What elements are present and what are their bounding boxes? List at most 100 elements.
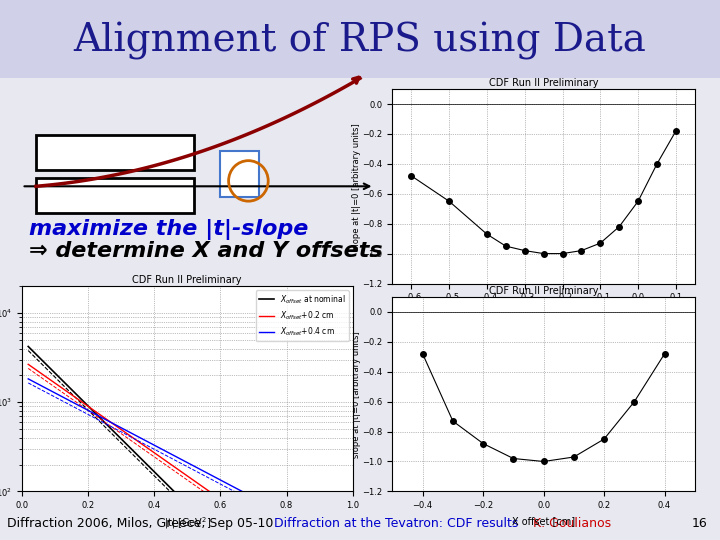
$X_{offset}$+0.4 cm xyxy=(143,438,152,445)
Line: $X_{offset}$+0.4 cm: $X_{offset}$+0.4 cm xyxy=(28,379,353,540)
$X_{offset}$+0.4 cm xyxy=(71,400,79,407)
$X_{offset}$ at nominal xyxy=(57,376,66,383)
$X_{offset}$+0.4 cm xyxy=(117,424,125,431)
$X_{offset}$+0.4 cm xyxy=(110,421,119,428)
$X_{offset}$+0.4 cm xyxy=(336,539,344,540)
$X_{offset}$+0.2 cm xyxy=(71,394,79,400)
$X_{offset}$+0.2 cm xyxy=(96,412,105,418)
FancyBboxPatch shape xyxy=(0,0,720,78)
$X_{offset}$+0.2 cm xyxy=(256,524,264,530)
$X_{offset}$ at nominal xyxy=(104,422,112,429)
$X_{offset}$+0.2 cm xyxy=(276,538,284,540)
$X_{offset}$+0.2 cm xyxy=(210,491,218,498)
$X_{offset}$+0.4 cm xyxy=(24,376,32,382)
X-axis label: X offset [cm]: X offset [cm] xyxy=(512,516,575,525)
$X_{offset}$+0.2 cm xyxy=(222,501,231,507)
$X_{offset}$+0.4 cm xyxy=(63,396,72,403)
$X_{offset}$+0.2 cm xyxy=(24,361,32,368)
$X_{offset}$+0.4 cm xyxy=(302,522,311,529)
$X_{offset}$+0.2 cm xyxy=(57,384,66,391)
$X_{offset}$+0.2 cm xyxy=(150,449,158,456)
$X_{offset}$ at nominal xyxy=(37,356,46,363)
$X_{offset}$+0.2 cm xyxy=(229,505,238,511)
$X_{offset}$+0.2 cm xyxy=(77,399,86,405)
$X_{offset}$ at nominal xyxy=(44,363,53,369)
$X_{offset}$ at nominal xyxy=(183,501,192,508)
$X_{offset}$ at nominal xyxy=(96,416,105,422)
$X_{offset}$+0.2 cm xyxy=(50,380,59,386)
$X_{offset}$+0.4 cm xyxy=(176,456,185,462)
$X_{offset}$+0.4 cm xyxy=(189,463,198,469)
$X_{offset}$ at nominal xyxy=(123,442,132,449)
$X_{offset}$+0.2 cm xyxy=(143,445,152,451)
$X_{offset}$+0.4 cm xyxy=(196,466,204,472)
Text: maximize the |t|-slope: maximize the |t|-slope xyxy=(29,219,308,240)
$X_{offset}$+0.4 cm xyxy=(222,480,231,487)
$X_{offset}$+0.4 cm xyxy=(322,532,330,539)
Line: $X_{offset}$ at nominal: $X_{offset}$ at nominal xyxy=(28,347,353,540)
$X_{offset}$+0.4 cm xyxy=(295,518,304,525)
$X_{offset}$+0.4 cm xyxy=(90,410,99,417)
$X_{offset}$+0.2 cm xyxy=(90,408,99,414)
$X_{offset}$ at nominal xyxy=(110,429,119,435)
Y-axis label: slope at |t|=0 [arbitrary units]: slope at |t|=0 [arbitrary units] xyxy=(352,331,361,457)
Line: $X_{offset}$+0.2 cm: $X_{offset}$+0.2 cm xyxy=(28,364,353,540)
$X_{offset}$+0.2 cm xyxy=(104,417,112,423)
$X_{offset}$+0.4 cm xyxy=(328,536,337,540)
$X_{offset}$+0.4 cm xyxy=(123,428,132,434)
$X_{offset}$+0.4 cm xyxy=(216,477,225,483)
$X_{offset}$+0.2 cm xyxy=(84,403,92,409)
$X_{offset}$+0.4 cm xyxy=(163,449,171,455)
$X_{offset}$ at nominal xyxy=(210,528,218,534)
$X_{offset}$+0.2 cm xyxy=(123,431,132,437)
$X_{offset}$+0.4 cm xyxy=(249,494,258,501)
$X_{offset}$+0.2 cm xyxy=(156,454,165,461)
$X_{offset}$ at nominal xyxy=(130,449,138,455)
$X_{offset}$ at nominal xyxy=(30,350,39,356)
$X_{offset}$ at nominal xyxy=(77,396,86,402)
$X_{offset}$+0.2 cm xyxy=(203,487,212,493)
$X_{offset}$+0.4 cm xyxy=(210,473,218,480)
$X_{offset}$+0.4 cm xyxy=(282,511,291,518)
$X_{offset}$+0.4 cm xyxy=(44,386,53,393)
$X_{offset}$ at nominal xyxy=(156,475,165,481)
$X_{offset}$ at nominal xyxy=(84,402,92,409)
Text: Diffraction at the Tevatron: CDF results: Diffraction at the Tevatron: CDF results xyxy=(274,517,518,530)
$X_{offset}$+0.4 cm xyxy=(289,515,297,522)
$X_{offset}$+0.2 cm xyxy=(183,472,192,479)
$X_{offset}$+0.4 cm xyxy=(276,508,284,515)
$X_{offset}$+0.4 cm xyxy=(57,393,66,400)
$X_{offset}$+0.2 cm xyxy=(117,426,125,433)
Text: 16: 16 xyxy=(691,517,707,530)
$X_{offset}$+0.4 cm xyxy=(137,435,145,441)
$X_{offset}$+0.4 cm xyxy=(236,487,245,494)
$X_{offset}$+0.2 cm xyxy=(110,422,119,428)
Title: CDF Run II Preliminary: CDF Run II Preliminary xyxy=(489,78,598,89)
$X_{offset}$+0.2 cm xyxy=(243,515,251,521)
$X_{offset}$ at nominal xyxy=(150,468,158,475)
$X_{offset}$+0.2 cm xyxy=(63,389,72,395)
$X_{offset}$+0.4 cm xyxy=(243,491,251,497)
Bar xyxy=(36,135,194,170)
$X_{offset}$+0.2 cm xyxy=(269,533,278,539)
Y-axis label: slope at |t|=0 [arbitrary units]: slope at |t|=0 [arbitrary units] xyxy=(352,123,361,249)
$X_{offset}$ at nominal xyxy=(63,383,72,389)
$X_{offset}$+0.2 cm xyxy=(262,529,271,535)
$X_{offset}$+0.4 cm xyxy=(229,484,238,490)
$X_{offset}$+0.4 cm xyxy=(256,498,264,504)
$X_{offset}$+0.2 cm xyxy=(130,435,138,442)
$X_{offset}$+0.4 cm xyxy=(130,431,138,438)
$X_{offset}$+0.2 cm xyxy=(30,366,39,372)
$X_{offset}$+0.2 cm xyxy=(170,463,179,470)
X-axis label: Y offset [cm]: Y offset [cm] xyxy=(513,308,575,318)
$X_{offset}$+0.2 cm xyxy=(137,440,145,447)
$X_{offset}$+0.4 cm xyxy=(77,403,86,410)
$X_{offset}$+0.2 cm xyxy=(163,458,171,465)
$X_{offset}$ at nominal xyxy=(137,455,145,462)
X-axis label: |t| [GeV$^2$]: |t| [GeV$^2$] xyxy=(163,516,211,531)
Text: ⇒ determine X and Y offsets: ⇒ determine X and Y offsets xyxy=(29,241,382,261)
$X_{offset}$+0.4 cm xyxy=(183,460,192,466)
$X_{offset}$ at nominal xyxy=(216,534,225,540)
$X_{offset}$+0.2 cm xyxy=(176,468,185,475)
$X_{offset}$+0.2 cm xyxy=(249,519,258,525)
